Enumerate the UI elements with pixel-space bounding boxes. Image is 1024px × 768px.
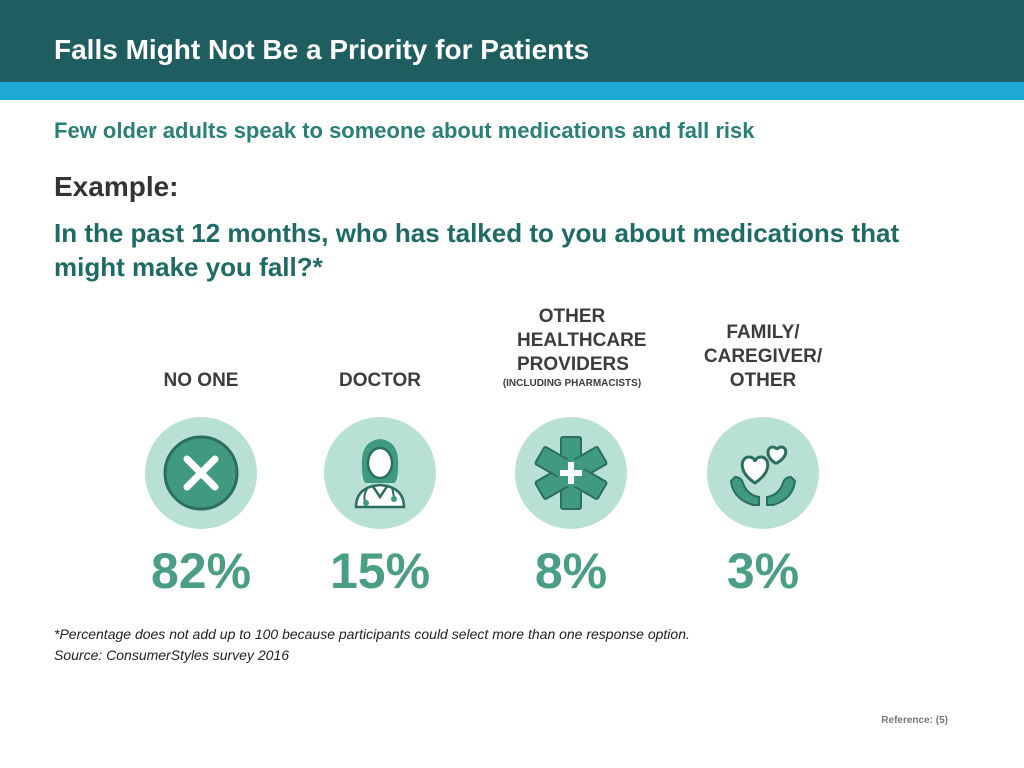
- category-label: OTHER HEALTHCARE PROVIDERS: [517, 306, 647, 375]
- category-doctor: DOCTOR: [295, 369, 465, 393]
- x-icon: [145, 417, 257, 529]
- example-label: Example:: [54, 171, 179, 202]
- percent-family-caregiver-other: 3%: [726, 543, 800, 599]
- category-label: NO ONE: [163, 370, 239, 391]
- reference-label: Reference: (5): [881, 715, 948, 726]
- footnote-note: *Percentage does not add up to 100 becau…: [54, 626, 690, 642]
- slide-subtitle: Few older adults speak to someone about …: [54, 118, 755, 143]
- category-other-healthcare-providers: OTHER HEALTHCARE PROVIDERS (INCLUDING PH…: [486, 305, 658, 391]
- accent-stripe: [0, 82, 1024, 100]
- category-no-one: NO ONE: [116, 369, 286, 393]
- header-bar: [0, 0, 1024, 82]
- star-of-life-icon: [515, 417, 627, 529]
- page-title: Falls Might Not Be a Priority for Patien…: [54, 34, 590, 65]
- category-family-caregiver-other: FAMILY/ CAREGIVER/ OTHER: [678, 321, 848, 393]
- doctor-icon: [324, 417, 436, 529]
- percent-no-one: 82%: [150, 543, 252, 599]
- category-sublabel: (INCLUDING PHARMACISTS): [502, 378, 642, 389]
- footnote-source: Source: ConsumerStyles survey 2016: [54, 647, 289, 663]
- category-label: DOCTOR: [339, 370, 421, 391]
- footnote: *Percentage does not add up to 100 becau…: [54, 624, 690, 666]
- survey-question: In the past 12 months, who has talked to…: [54, 218, 900, 282]
- percent-other-healthcare-providers: 8%: [534, 543, 608, 599]
- percent-doctor: 15%: [329, 543, 431, 599]
- category-label: FAMILY/ CAREGIVER/ OTHER: [703, 322, 823, 391]
- heart-hands-icon: [707, 417, 819, 529]
